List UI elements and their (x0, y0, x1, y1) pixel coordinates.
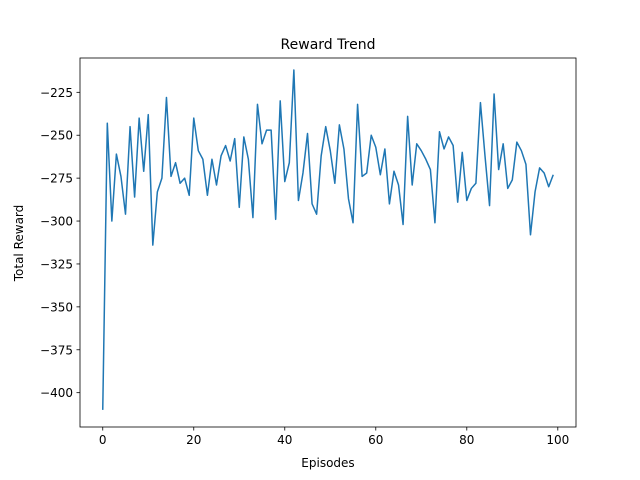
y-tick-label: −400 (40, 386, 73, 400)
x-tick-label: 40 (277, 433, 292, 447)
y-axis: −400 −375 −350 −325 −300 −275 −250 −225 (40, 86, 80, 400)
x-axis: 0 20 40 60 80 100 (99, 427, 569, 447)
x-tick-label: 60 (368, 433, 383, 447)
y-tick-label: −275 (40, 172, 73, 186)
x-tick-label: 80 (459, 433, 474, 447)
series-line (102, 69, 554, 410)
y-tick-label: −300 (40, 215, 73, 229)
y-axis-title: Total Reward (12, 205, 26, 283)
y-tick-label: −250 (40, 129, 73, 143)
y-tick-label: −375 (40, 343, 73, 357)
y-tick-label: −350 (40, 300, 73, 314)
x-tick-label: 0 (99, 433, 107, 447)
x-axis-title: Episodes (301, 456, 354, 470)
y-tick-label: −325 (40, 257, 73, 271)
y-tick-label: −225 (40, 86, 73, 100)
plot-frame (79, 57, 577, 428)
plot-area (102, 69, 554, 410)
x-tick-label: 20 (186, 433, 201, 447)
chart-title: Reward Trend (281, 37, 376, 53)
x-tick-label: 100 (546, 433, 569, 447)
